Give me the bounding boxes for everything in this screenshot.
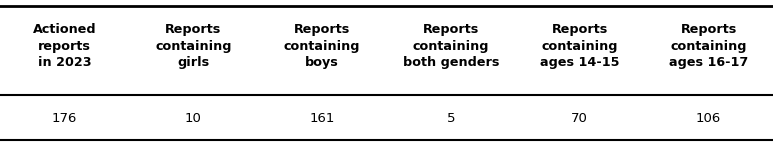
Text: Reports
containing
boys: Reports containing boys bbox=[284, 23, 360, 69]
Text: Reports
containing
ages 14-15: Reports containing ages 14-15 bbox=[540, 23, 619, 69]
Text: 161: 161 bbox=[309, 112, 335, 125]
Text: 10: 10 bbox=[185, 112, 202, 125]
Text: Reports
containing
girls: Reports containing girls bbox=[155, 23, 231, 69]
Text: Reports
containing
both genders: Reports containing both genders bbox=[403, 23, 499, 69]
Text: 70: 70 bbox=[571, 112, 588, 125]
Text: 176: 176 bbox=[52, 112, 77, 125]
Text: Reports
containing
ages 16-17: Reports containing ages 16-17 bbox=[669, 23, 748, 69]
Text: 5: 5 bbox=[447, 112, 455, 125]
Text: Actioned
reports
in 2023: Actioned reports in 2023 bbox=[32, 23, 96, 69]
Text: 106: 106 bbox=[696, 112, 721, 125]
